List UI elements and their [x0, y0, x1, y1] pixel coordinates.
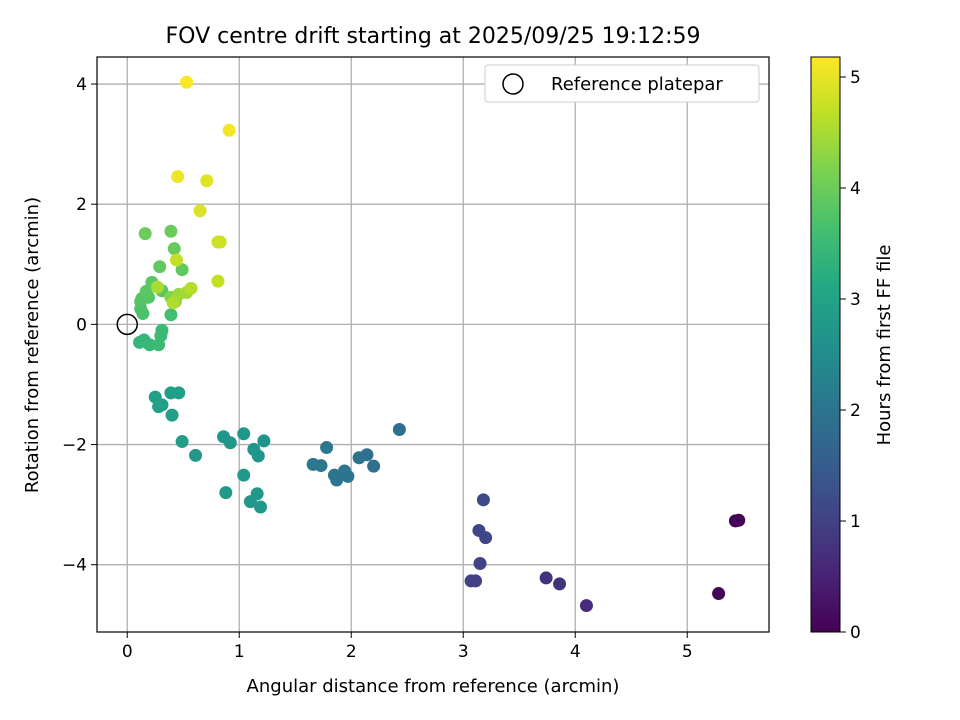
data-point [338, 464, 352, 478]
legend-reference-marker [502, 73, 524, 95]
data-point [170, 253, 184, 267]
colorbar-tick-label: 5 [850, 68, 861, 88]
grid-lines [97, 57, 769, 632]
data-point [166, 296, 180, 310]
data-points [133, 75, 746, 613]
y-tick-label: −4 [62, 556, 87, 576]
y-tick-label: 2 [76, 195, 87, 215]
data-point [193, 204, 207, 218]
colorbar: 0 1 2 3 4 5 Hours from first FF file [810, 56, 895, 643]
y-axis-ticks: 4 2 0 −2 −4 [62, 75, 97, 576]
x-axis-ticks: 0 1 2 3 4 5 [122, 632, 693, 662]
data-point [223, 436, 237, 450]
data-point [392, 423, 406, 437]
data-point [143, 338, 157, 352]
x-tick-label: 1 [234, 642, 245, 662]
data-point [732, 513, 746, 527]
data-point [327, 468, 341, 482]
data-point [150, 280, 164, 294]
data-point [175, 435, 189, 449]
data-point [306, 457, 320, 471]
colorbar-tick-label: 4 [850, 179, 861, 199]
colorbar-tick-label: 0 [850, 623, 861, 643]
colorbar-label: Hours from first FF file [874, 245, 895, 446]
x-tick-label: 0 [122, 642, 133, 662]
data-point [243, 495, 257, 509]
plot-frame [96, 56, 770, 633]
data-point [219, 486, 233, 500]
data-point [180, 75, 194, 89]
data-point [476, 493, 490, 507]
data-point [222, 123, 236, 137]
data-point [155, 323, 169, 337]
data-point [153, 260, 167, 274]
colorbar-ticks: 0 1 2 3 4 5 [840, 68, 861, 643]
data-point [138, 227, 152, 241]
data-point [200, 174, 214, 188]
y-axis-label: Rotation from reference (arcmin) [22, 197, 43, 493]
data-point [473, 557, 487, 571]
data-point [237, 427, 251, 441]
y-tick-label: 4 [76, 75, 87, 95]
y-tick-label: −2 [62, 436, 87, 456]
legend-label: Reference platepar [551, 74, 723, 95]
y-tick-label: 0 [76, 315, 87, 335]
data-point [251, 449, 265, 463]
data-point [320, 441, 334, 455]
data-point [189, 448, 203, 462]
colorbar-tick-label: 1 [850, 512, 861, 532]
colorbar-tick-label: 2 [850, 401, 861, 421]
data-point [539, 571, 553, 585]
x-axis-label: Angular distance from reference (arcmin) [247, 676, 620, 697]
data-point [164, 224, 178, 238]
data-point [165, 408, 179, 422]
data-point [237, 468, 251, 482]
data-point [211, 274, 225, 288]
data-point [164, 308, 178, 322]
data-point [579, 599, 593, 613]
data-point [352, 451, 366, 465]
x-tick-label: 5 [682, 642, 693, 662]
chart-title: FOV centre drift starting at 2025/09/25 … [166, 24, 701, 49]
data-point [164, 386, 178, 400]
x-tick-label: 4 [570, 642, 581, 662]
data-point [469, 574, 483, 588]
data-point [367, 459, 381, 473]
legend: Reference platepar [484, 64, 760, 103]
data-point [213, 235, 227, 249]
colorbar-gradient [810, 56, 841, 633]
data-point [712, 587, 726, 601]
data-point [152, 400, 166, 414]
data-point [479, 531, 493, 545]
data-point [175, 263, 189, 277]
x-tick-label: 2 [346, 642, 357, 662]
data-point [553, 577, 567, 591]
data-point [257, 434, 271, 448]
data-point [171, 170, 185, 184]
x-tick-label: 3 [458, 642, 469, 662]
colorbar-tick-label: 3 [850, 290, 861, 310]
data-point [167, 242, 181, 256]
data-point [254, 500, 268, 514]
data-point [184, 281, 198, 295]
legend-box [484, 64, 760, 103]
reference-marker [116, 313, 138, 336]
